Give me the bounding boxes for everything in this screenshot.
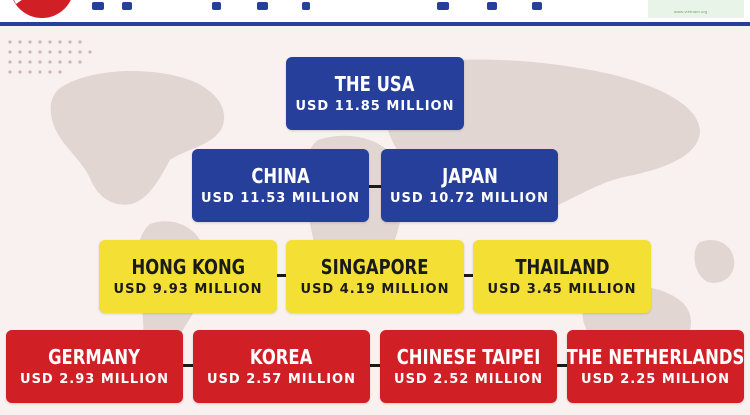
country-name: CHINESE TAIPEI [396,344,541,369]
country-box-japan: JAPAN USD 10.72 MILLION [381,149,558,222]
country-name: THE USA [335,71,415,96]
country-value: USD 10.72 MILLION [390,190,549,206]
connector-china-japan [368,185,382,188]
country-value: USD 4.19 MILLION [300,281,450,297]
country-value: USD 3.45 MILLION [487,281,637,297]
dot-pattern [8,40,92,74]
country-value: USD 11.53 MILLION [201,190,360,206]
connector-hongkong-singapore [276,274,288,277]
country-name: CHINA [251,163,310,188]
country-value: USD 2.52 MILLION [394,371,543,387]
country-value: USD 11.85 MILLION [295,98,455,114]
flag-circle-icon [13,0,71,18]
country-name: JAPAN [441,163,498,188]
country-box-the-netherlands: THE NETHERLANDS USD 2.25 MILLION [567,330,744,403]
country-name: KOREA [250,344,313,369]
connector-korea-chinesetaipei [369,364,381,367]
header-rule [0,22,750,26]
country-value: USD 2.57 MILLION [207,371,356,387]
connector-chinesetaipei-netherlands [556,364,568,367]
country-box-germany: GERMANY USD 2.93 MILLION [6,330,183,403]
logo-text: www.vietnam.org [674,9,708,14]
country-box-china: CHINA USD 11.53 MILLION [192,149,369,222]
country-box-korea: KOREA USD 2.57 MILLION [193,330,370,403]
country-value: USD 9.93 MILLION [113,281,263,297]
connector-germany-korea [182,364,194,367]
connector-singapore-thailand [463,274,475,277]
country-box-singapore: SINGAPORE USD 4.19 MILLION [286,240,464,313]
country-name: SINGAPORE [321,254,429,279]
country-name: GERMANY [48,344,141,369]
logo: www.vietnam.org [648,0,744,18]
country-value: USD 2.25 MILLION [581,371,730,387]
country-name: THAILAND [514,254,610,279]
header-bar: www.vietnam.org [0,0,750,24]
country-value: USD 2.93 MILLION [20,371,169,387]
country-box-chinese-taipei: CHINESE TAIPEI USD 2.52 MILLION [380,330,557,403]
country-name: HONG KONG [131,254,245,279]
title-cropped [92,2,542,10]
country-name: THE NETHERLANDS [566,344,745,369]
country-box-thailand: THAILAND USD 3.45 MILLION [473,240,651,313]
country-box-hong-kong: HONG KONG USD 9.93 MILLION [99,240,277,313]
country-box-the-usa: THE USA USD 11.85 MILLION [286,57,464,130]
